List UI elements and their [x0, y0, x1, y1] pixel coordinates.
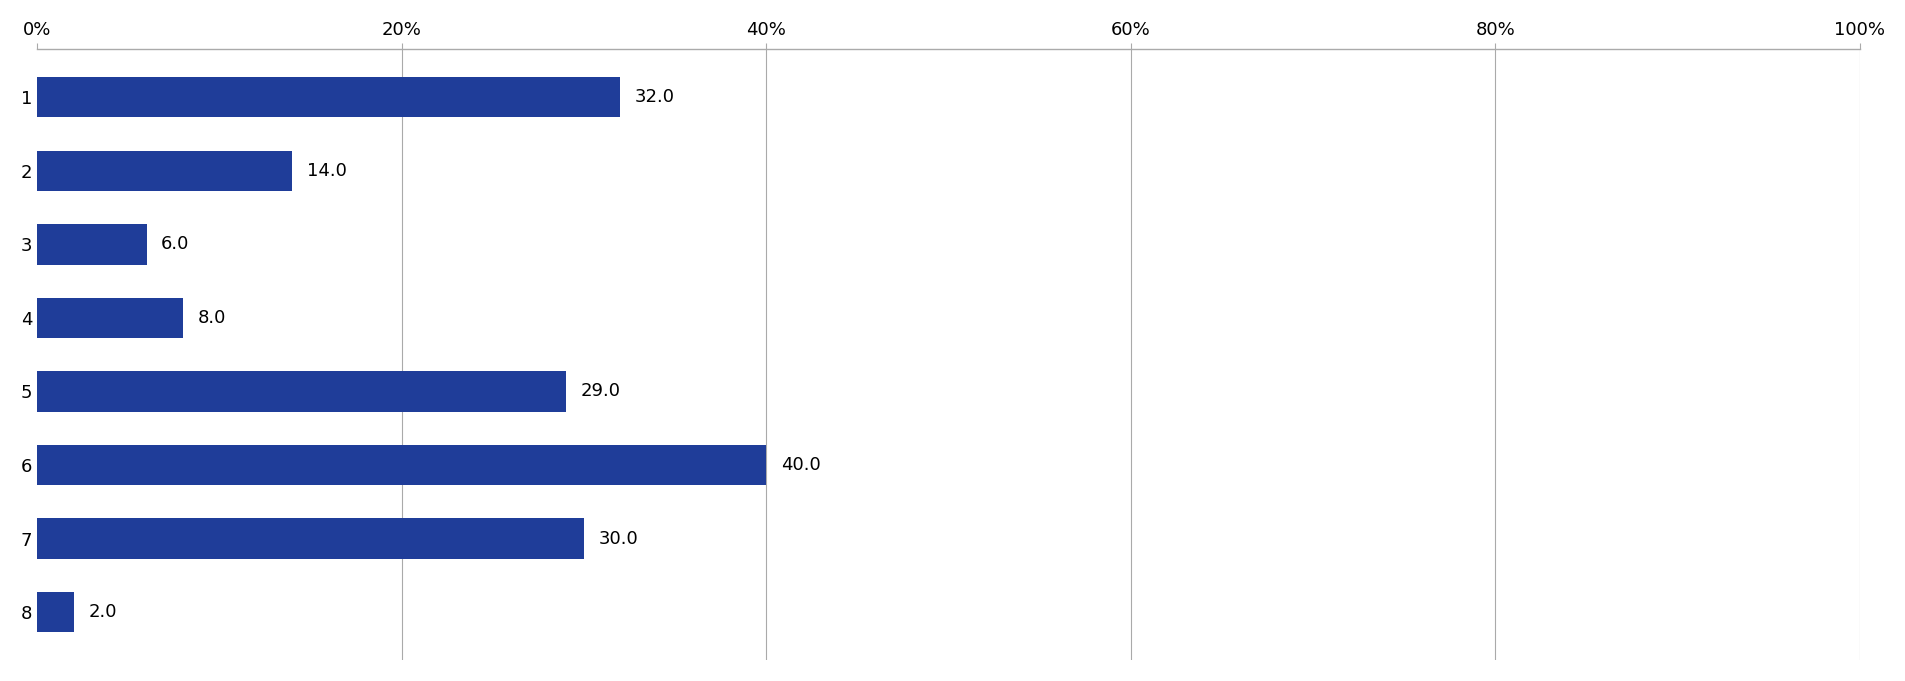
Text: 14.0: 14.0 [307, 162, 347, 180]
Bar [38, 298, 183, 338]
Text: 6.0: 6.0 [162, 236, 189, 253]
Bar [38, 371, 566, 412]
Text: 30.0: 30.0 [598, 530, 638, 548]
Text: 29.0: 29.0 [579, 383, 619, 400]
Text: 2.0: 2.0 [88, 603, 116, 621]
Bar [38, 592, 74, 633]
Text: 32.0: 32.0 [634, 89, 674, 106]
Bar [38, 518, 583, 559]
Bar [38, 224, 147, 265]
Bar [38, 445, 766, 486]
Bar [38, 151, 291, 191]
Text: 40.0: 40.0 [781, 456, 819, 474]
Bar [38, 77, 619, 118]
Text: 8.0: 8.0 [198, 309, 227, 327]
